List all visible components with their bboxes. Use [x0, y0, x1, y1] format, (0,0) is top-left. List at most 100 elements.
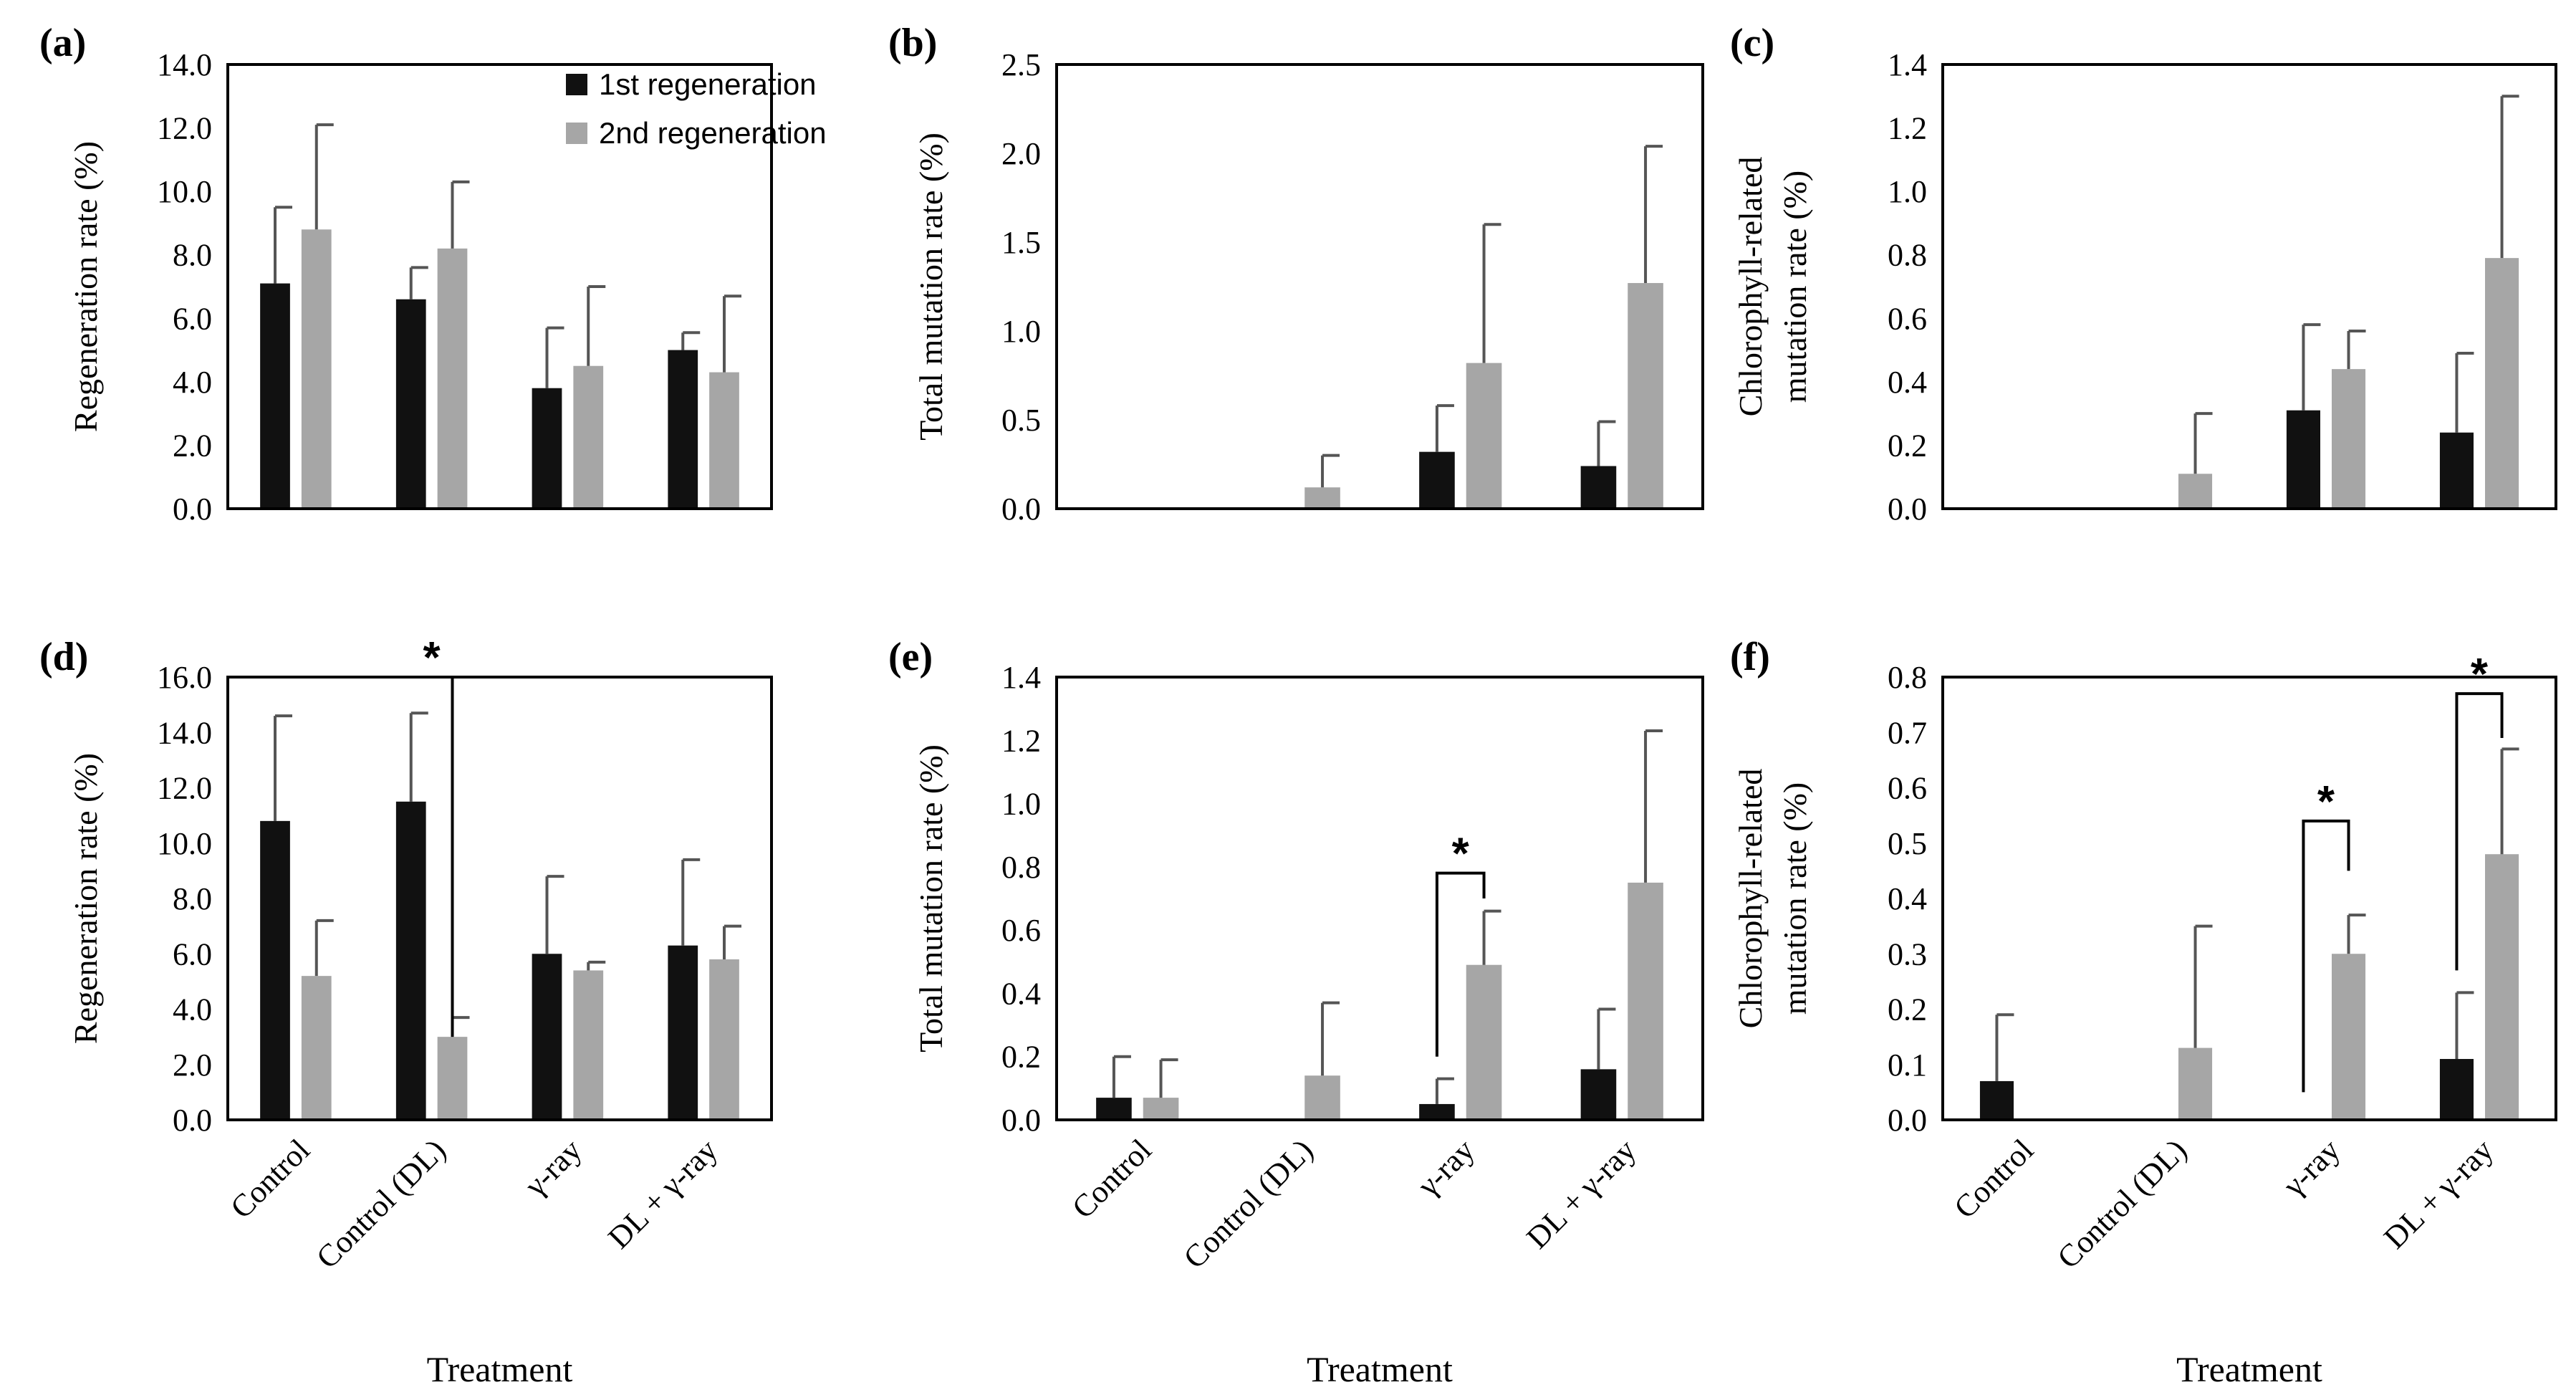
- legend-swatch-second: [566, 123, 587, 144]
- y-axis-title: Regeneration rate (%): [67, 141, 104, 432]
- panel-label: (a): [39, 21, 86, 65]
- y-tick-label: 0.6: [1888, 301, 1927, 336]
- bar-second-regeneration: [573, 365, 604, 509]
- y-tick-label: 0.2: [1001, 1040, 1041, 1075]
- panel-label: (c): [1730, 21, 1774, 65]
- y-tick-label: 6.0: [173, 301, 212, 336]
- y-tick-label: 1.5: [1001, 225, 1041, 260]
- category-label: Control (DL): [1177, 1132, 1320, 1275]
- bar-second-regeneration: [573, 970, 604, 1120]
- legend-swatch-first: [566, 74, 587, 95]
- bar-first-regeneration: [395, 801, 426, 1120]
- y-tick-label: 10.0: [157, 826, 212, 861]
- bar-first-regeneration: [2439, 1059, 2474, 1120]
- y-tick-label: 1.2: [1888, 111, 1927, 146]
- category-label: DL + γ-ray: [601, 1132, 724, 1255]
- bar-second-regeneration: [2178, 474, 2213, 509]
- bar-second-regeneration: [437, 248, 468, 509]
- y-tick-label: 0.4: [1888, 365, 1927, 400]
- y-tick-label: 2.0: [173, 428, 212, 463]
- x-axis-title: Treatment: [427, 1349, 573, 1389]
- y-tick-label: 0.8: [1888, 660, 1927, 695]
- y-tick-label: 4.0: [173, 365, 212, 400]
- category-label: Control: [1947, 1132, 2040, 1225]
- bar-first-regeneration: [668, 350, 698, 509]
- y-tick-label: 1.0: [1001, 787, 1041, 822]
- bar-second-regeneration: [1628, 882, 1663, 1120]
- bar-second-regeneration: [2485, 258, 2519, 509]
- y-tick-label: 0.0: [173, 1103, 212, 1138]
- bar-second-regeneration: [2485, 854, 2519, 1120]
- y-axis-title: Chlorophyll-related: [1732, 157, 1769, 417]
- y-tick-label: 0.4: [1001, 976, 1041, 1011]
- y-tick-label: 0.0: [173, 492, 212, 527]
- y-tick-label: 0.1: [1888, 1047, 1927, 1083]
- significance-bracket: [1435, 871, 1486, 1057]
- significance-star: *: [2317, 777, 2335, 827]
- bar-second-regeneration: [2178, 1047, 2213, 1120]
- bar-first-regeneration: [1096, 1098, 1132, 1120]
- bar-first-regeneration: [2286, 410, 2320, 509]
- y-tick-label: 0.0: [1001, 1103, 1041, 1138]
- bar-first-regeneration: [260, 820, 290, 1120]
- y-tick-label: 16.0: [157, 660, 212, 695]
- significance-bracket: [2455, 692, 2504, 971]
- y-tick-label: 0.8: [1888, 238, 1927, 273]
- y-tick-label: 0.7: [1888, 715, 1927, 750]
- y-tick-label: 0.0: [1888, 492, 1927, 527]
- y-tick-label: 6.0: [173, 936, 212, 972]
- category-label: Control: [1065, 1132, 1158, 1225]
- bar-first-regeneration: [1580, 1069, 1617, 1120]
- bar-second-regeneration: [301, 229, 332, 509]
- y-tick-label: 0.2: [1888, 992, 1927, 1027]
- bar-first-regeneration: [1580, 466, 1617, 509]
- y-axis-title: Chlorophyll-related: [1732, 769, 1769, 1029]
- y-tick-label: 2.0: [1001, 136, 1041, 171]
- y-tick-label: 0.5: [1888, 826, 1927, 861]
- y-tick-label: 14.0: [157, 47, 212, 82]
- y-axis-title: Regeneration rate (%): [67, 753, 104, 1044]
- y-tick-label: 0.0: [1001, 492, 1041, 527]
- y-tick-label: 1.0: [1888, 174, 1927, 209]
- y-tick-label: 2.5: [1001, 47, 1041, 82]
- category-label: DL + γ-ray: [1519, 1132, 1643, 1255]
- y-tick-label: 10.0: [157, 174, 212, 209]
- y-tick-label: 0.5: [1001, 403, 1041, 438]
- y-axis-title: Total mutation rate (%): [913, 744, 949, 1053]
- bar-second-regeneration: [2332, 369, 2366, 509]
- y-tick-label: 0.6: [1888, 771, 1927, 806]
- y-tick-label: 12.0: [157, 111, 212, 146]
- category-label: DL + γ-ray: [2377, 1132, 2500, 1255]
- bar-second-regeneration: [2332, 954, 2366, 1120]
- significance-bracket: [2302, 819, 2350, 1093]
- bar-second-regeneration: [437, 1037, 468, 1120]
- bar-second-regeneration: [1304, 487, 1340, 509]
- significance-star: *: [1452, 830, 1470, 879]
- bar-second-regeneration: [709, 372, 739, 509]
- category-label: Control (DL): [309, 1132, 453, 1275]
- y-tick-label: 1.4: [1001, 660, 1041, 695]
- bar-second-regeneration: [1304, 1075, 1340, 1120]
- bar-first-regeneration: [668, 945, 698, 1120]
- y-tick-label: 0.6: [1001, 913, 1041, 948]
- panel-label: (f): [1730, 635, 1770, 679]
- bar-first-regeneration: [1419, 1103, 1455, 1120]
- y-tick-label: 8.0: [173, 881, 212, 916]
- plot-frame: [226, 676, 773, 1121]
- y-tick-label: 1.4: [1888, 47, 1927, 82]
- category-label: γ-ray: [1410, 1132, 1481, 1203]
- category-label: γ-ray: [2276, 1132, 2347, 1203]
- bar-first-regeneration: [532, 388, 562, 509]
- bar-first-regeneration: [260, 283, 290, 509]
- plot-frame: [226, 63, 773, 510]
- x-axis-title: Treatment: [2176, 1349, 2322, 1389]
- plot-frame: [1055, 676, 1704, 1121]
- bar-second-regeneration: [1628, 283, 1663, 509]
- y-tick-label: 12.0: [157, 771, 212, 806]
- bar-first-regeneration: [1419, 451, 1455, 509]
- bar-first-regeneration: [395, 299, 426, 509]
- y-tick-label: 1.2: [1001, 723, 1041, 758]
- y-tick-label: 14.0: [157, 715, 212, 750]
- bar-first-regeneration: [1979, 1080, 2014, 1120]
